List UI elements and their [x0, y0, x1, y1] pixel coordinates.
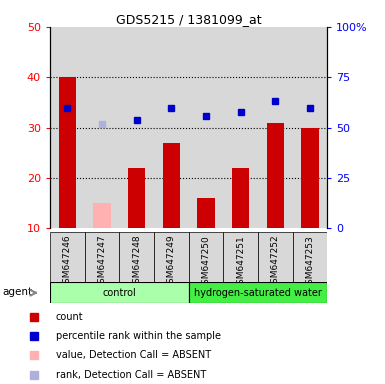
Bar: [258, 27, 293, 228]
Bar: [50, 282, 189, 303]
Bar: [258, 232, 293, 282]
Text: agent: agent: [3, 287, 33, 297]
Bar: [50, 232, 85, 282]
Text: GSM647252: GSM647252: [271, 235, 280, 290]
Bar: [162, 143, 180, 228]
Bar: [119, 27, 154, 228]
Text: GSM647253: GSM647253: [305, 235, 315, 290]
Text: GSM647250: GSM647250: [201, 235, 211, 290]
Bar: [128, 168, 145, 228]
Bar: [50, 27, 85, 228]
Bar: [85, 232, 119, 282]
Text: count: count: [56, 312, 84, 322]
Text: GSM647248: GSM647248: [132, 235, 141, 290]
Title: GDS5215 / 1381099_at: GDS5215 / 1381099_at: [116, 13, 261, 26]
Text: GSM647247: GSM647247: [97, 235, 107, 290]
Bar: [197, 198, 215, 228]
Bar: [189, 282, 327, 303]
Bar: [293, 27, 327, 228]
Text: GSM647251: GSM647251: [236, 235, 245, 290]
Bar: [223, 232, 258, 282]
Text: value, Detection Call = ABSENT: value, Detection Call = ABSENT: [56, 350, 211, 361]
Text: percentile rank within the sample: percentile rank within the sample: [56, 331, 221, 341]
Bar: [59, 77, 76, 228]
Bar: [154, 27, 189, 228]
Bar: [93, 203, 111, 228]
Bar: [154, 232, 189, 282]
Text: rank, Detection Call = ABSENT: rank, Detection Call = ABSENT: [56, 369, 206, 379]
Bar: [301, 127, 318, 228]
Text: control: control: [102, 288, 136, 298]
Bar: [266, 122, 284, 228]
Bar: [293, 232, 327, 282]
Bar: [85, 27, 119, 228]
Text: hydrogen-saturated water: hydrogen-saturated water: [194, 288, 322, 298]
Bar: [223, 27, 258, 228]
Bar: [189, 232, 223, 282]
Text: GSM647246: GSM647246: [63, 235, 72, 290]
Bar: [189, 27, 223, 228]
Bar: [232, 168, 249, 228]
Text: GSM647249: GSM647249: [167, 235, 176, 290]
Bar: [119, 232, 154, 282]
